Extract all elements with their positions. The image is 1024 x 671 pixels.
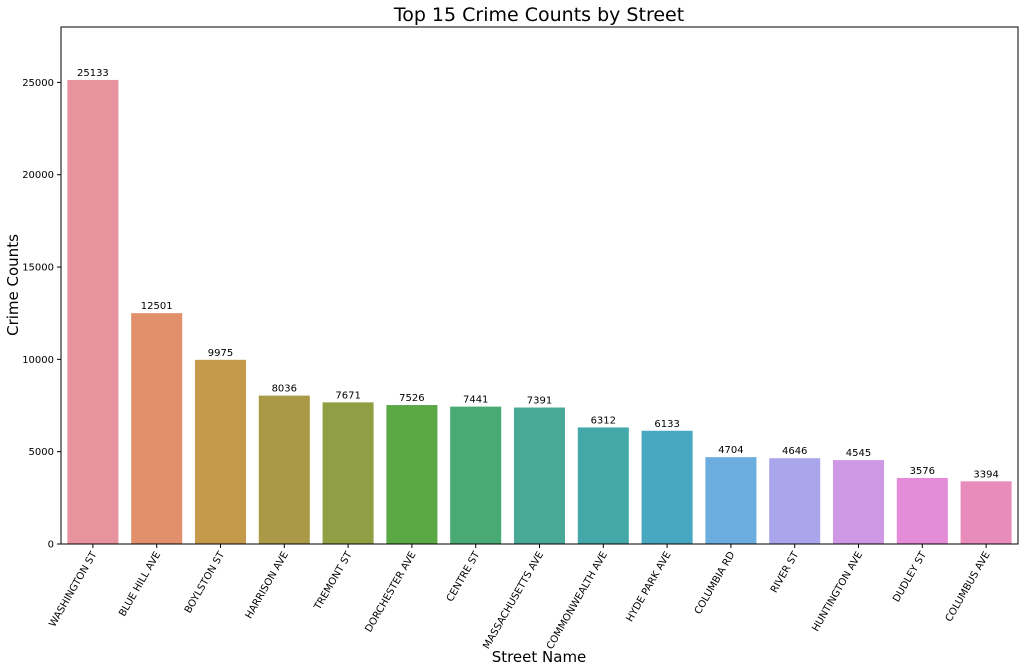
data-label: 3576	[910, 466, 935, 477]
x-tick-label: COLUMBIA RD	[693, 550, 738, 617]
data-label: 4545	[846, 448, 871, 459]
bar	[705, 457, 757, 544]
data-label: 7391	[527, 396, 552, 407]
data-label: 6133	[654, 419, 679, 430]
bar	[832, 460, 885, 544]
bar	[896, 477, 948, 544]
data-label: 7671	[335, 390, 360, 401]
y-tick-label: 10000	[22, 355, 54, 366]
bar	[194, 359, 247, 544]
y-tick-label: 0	[48, 540, 54, 551]
data-label: 6312	[591, 415, 616, 426]
plot-area: 25133 WASHINGTON ST 12501 BLUE HILL AVE 9975…	[22, 26, 1019, 652]
x-tick-label: COLUMBUS AVE	[944, 550, 993, 624]
bar	[131, 313, 183, 544]
data-label: 3394	[973, 469, 998, 480]
x-tick-label: HARRISON AVE	[244, 550, 291, 621]
bar	[513, 407, 566, 544]
x-tick-label: HYDE PARK AVE	[625, 550, 674, 624]
x-tick-label: HUNTINGTON AVE	[810, 550, 865, 634]
y-tick-label: 15000	[22, 263, 54, 274]
bar	[258, 395, 310, 544]
bar	[577, 427, 629, 544]
x-tick-label: DORCHESTER AVE	[363, 550, 418, 634]
x-tick-label: TREMONT ST	[312, 549, 355, 613]
y-tick-label: 25000	[22, 78, 54, 89]
data-label: 8036	[272, 384, 297, 395]
x-tick-label: COMMONWEALTH AVE	[545, 550, 610, 652]
data-label: 12501	[141, 301, 173, 312]
data-label: 4646	[782, 446, 807, 457]
x-tick-label: DUDLEY ST	[891, 549, 929, 604]
data-label: 7441	[463, 395, 488, 406]
x-tick-label: BOYLSTON ST	[183, 549, 228, 615]
x-tick-label: CENTRE ST	[445, 549, 483, 604]
data-label: 7526	[399, 393, 424, 404]
chart-title: Top 15 Crime Counts by Street	[393, 4, 684, 26]
x-tick-label: WASHINGTON ST	[47, 549, 99, 629]
bar	[386, 405, 438, 544]
bar	[322, 402, 374, 544]
x-tick-label: RIVER ST	[769, 549, 802, 595]
x-tick-label: BLUE HILL AVE	[117, 550, 163, 619]
data-label: 9975	[208, 348, 233, 359]
bar	[641, 430, 693, 544]
y-tick-label: 20000	[22, 170, 54, 181]
bar	[769, 458, 821, 544]
bar	[960, 481, 1012, 544]
bar	[67, 79, 119, 545]
y-tick-label: 5000	[29, 447, 54, 458]
data-label: 4704	[718, 445, 743, 456]
plot-frame	[60, 26, 1019, 545]
y-axis-label: Crime Counts	[4, 234, 22, 336]
bar	[450, 406, 502, 544]
data-label: 25133	[77, 68, 109, 79]
x-tick-label: MASSACHUSETTS AVE	[481, 550, 546, 651]
x-axis-label: Street Name	[492, 648, 587, 666]
